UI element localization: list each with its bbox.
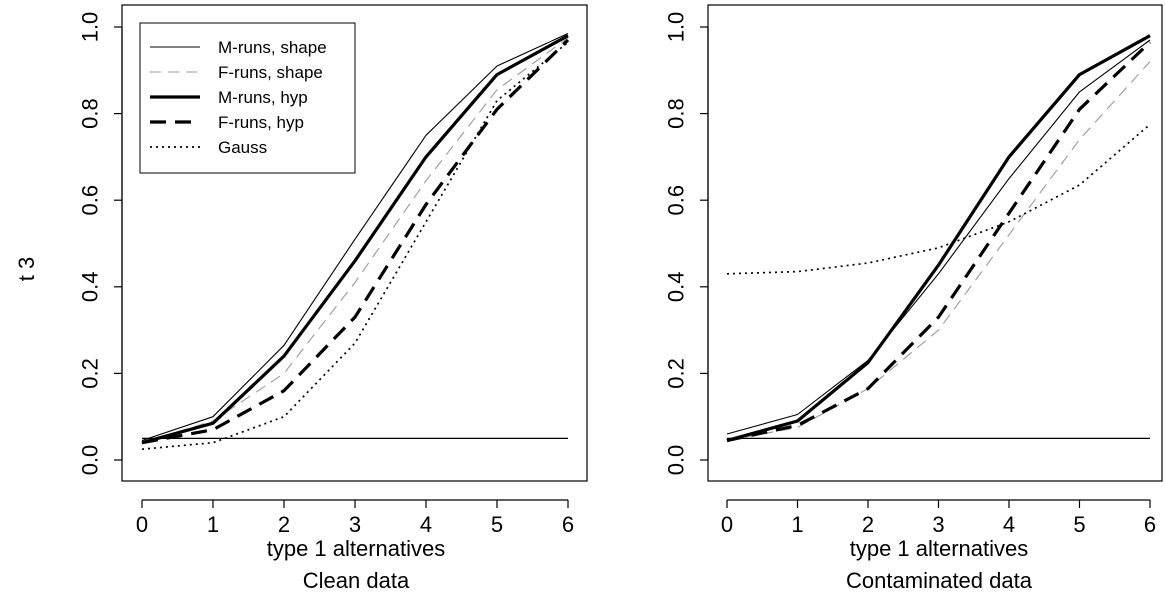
x-axis-title: type 1 alternatives — [267, 536, 446, 561]
x-axis: 0 1 2 3 4 5 6 — [721, 499, 1156, 537]
x-tick-label: 6 — [562, 512, 574, 537]
y-axis: 0.0 0.2 0.4 0.6 0.8 1.0 — [664, 12, 709, 476]
legend-label-m-runs-hyp: M-runs, hyp — [218, 88, 308, 107]
series-group — [726, 34, 1152, 443]
y-tick-label: 0.8 — [664, 98, 689, 129]
x-tick-label: 1 — [207, 512, 219, 537]
x-tick-label: 3 — [932, 512, 944, 537]
legend-label-gauss: Gauss — [218, 138, 267, 157]
x-tick-label: 2 — [862, 512, 874, 537]
y-tick-label: 0.6 — [664, 185, 689, 216]
series-line-f-runs-shape — [726, 61, 1151, 442]
panel-contaminated: 0 1 2 3 4 5 6 0.0 0.2 0.4 0.6 0.8 1.0 type 1 altern… — [664, 4, 1163, 593]
x-tick-label: 2 — [278, 512, 290, 537]
x-tick-label: 3 — [349, 512, 361, 537]
y-tick-label: 0.0 — [664, 445, 689, 476]
x-tick-label: 6 — [1144, 512, 1156, 537]
y-tick-label: 0.2 — [664, 358, 689, 389]
y-tick-label: 0.4 — [664, 272, 689, 303]
series-line-m-runs-hyp — [726, 34, 1151, 443]
legend-label-f-runs-hyp: F-runs, hyp — [218, 113, 304, 132]
x-tick-label: 4 — [1003, 512, 1015, 537]
y-axis: 0.0 0.2 0.4 0.6 0.8 1.0 — [78, 12, 123, 476]
series-line-m-runs-shape — [726, 39, 1151, 435]
x-axis: 0 1 2 3 4 5 6 — [136, 499, 574, 537]
series-group — [141, 32, 570, 451]
series-line-f-runs-hyp — [726, 41, 1152, 443]
x-axis-title: type 1 alternatives — [850, 536, 1029, 561]
x-tick-label: 5 — [491, 512, 503, 537]
series-line-m-runs-hyp — [141, 34, 569, 445]
panel-subtitle: Contaminated data — [846, 568, 1033, 593]
x-tick-label: 5 — [1073, 512, 1085, 537]
legend: M-runs, shape F-runs, shape M-runs, hyp F-r… — [139, 22, 356, 174]
panel-subtitle: Clean data — [303, 568, 410, 593]
y-tick-label: 0.8 — [78, 98, 103, 129]
series-line-f-runs-hyp — [141, 38, 570, 445]
y-tick-label: 0.0 — [78, 445, 103, 476]
x-tick-label: 4 — [420, 512, 432, 537]
y-tick-label: 0.4 — [78, 272, 103, 303]
series-line-gauss — [726, 123, 1151, 275]
x-tick-label: 0 — [136, 512, 148, 537]
y-tick-label: 1.0 — [78, 12, 103, 43]
y-tick-label: 1.0 — [664, 12, 689, 43]
x-tick-label: 1 — [791, 512, 803, 537]
panel-clean: 0 1 2 3 4 5 6 0.0 0.2 0.4 0.6 0.8 1.0 type 1 altern… — [78, 4, 588, 593]
y-tick-label: 0.6 — [78, 185, 103, 216]
series-line-m-runs-shape — [141, 32, 569, 442]
shared-ylabel: t 3 — [14, 257, 39, 281]
x-tick-label: 0 — [721, 512, 733, 537]
y-tick-label: 0.2 — [78, 358, 103, 389]
legend-label-f-runs-shape: F-runs, shape — [218, 63, 323, 82]
legend-label-m-runs-shape: M-runs, shape — [218, 38, 327, 57]
plot-frame — [707, 4, 1163, 482]
